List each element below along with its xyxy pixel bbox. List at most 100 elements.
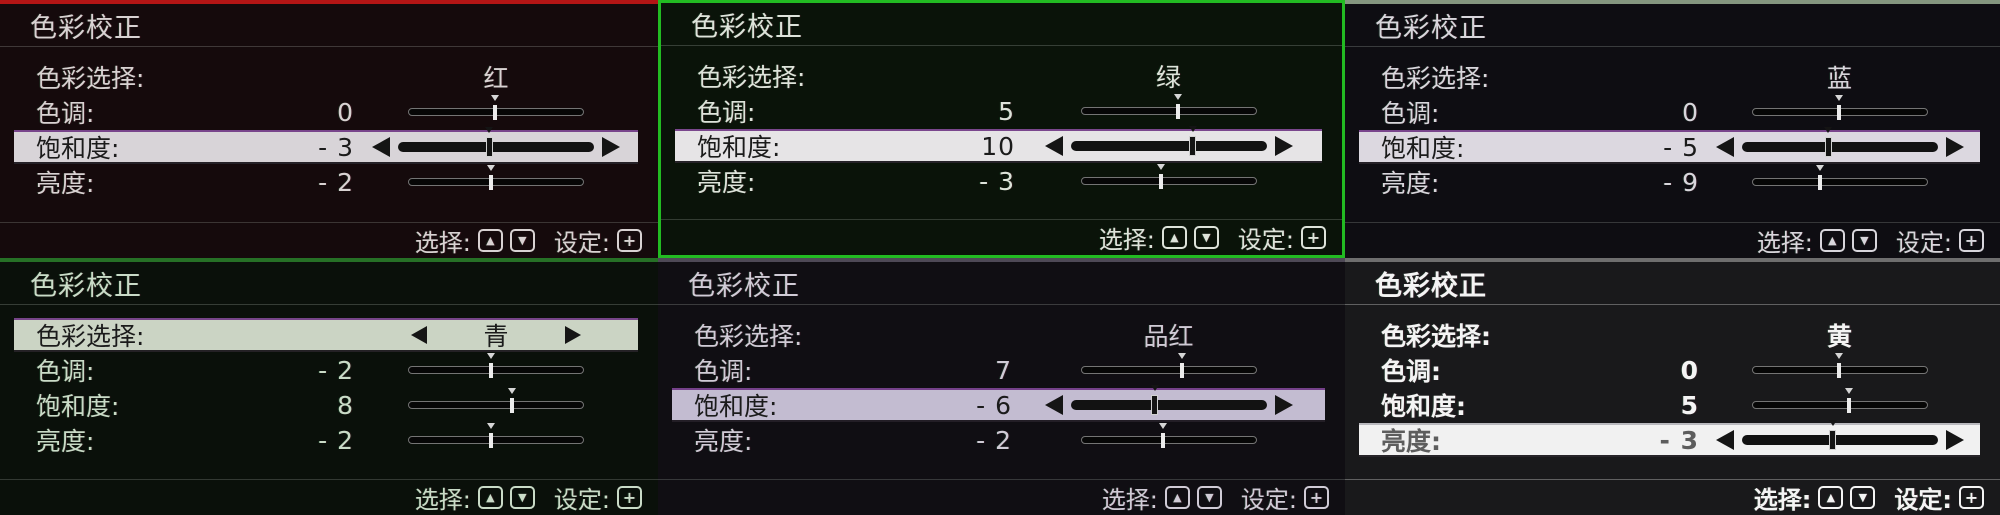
slider-thumb[interactable] bbox=[1829, 430, 1837, 450]
menu-rows: 色彩选择: 品红 色调: 7 饱和度: - 6 bbox=[658, 305, 1345, 479]
row-hue[interactable]: 色调: 7 bbox=[672, 353, 1325, 387]
slider-left-arrow-icon[interactable] bbox=[1715, 137, 1734, 157]
hint-select-label: 选择: bbox=[414, 486, 471, 514]
saturation-slider[interactable] bbox=[354, 398, 638, 413]
slider-thumb[interactable] bbox=[1159, 174, 1164, 189]
slider-track[interactable] bbox=[408, 175, 584, 190]
slider-track[interactable] bbox=[408, 433, 584, 448]
row-color-select[interactable]: 色彩选择: 品红 bbox=[672, 318, 1325, 352]
hue-slider[interactable] bbox=[354, 363, 638, 378]
hue-slider[interactable] bbox=[1699, 363, 1980, 378]
row-saturation[interactable]: 饱和度: - 6 bbox=[672, 388, 1325, 422]
row-brightness[interactable]: 亮度: - 2 bbox=[14, 165, 638, 199]
hue-slider[interactable] bbox=[1015, 104, 1322, 119]
title-divider bbox=[658, 304, 1345, 305]
slider-thumb[interactable] bbox=[1824, 137, 1832, 157]
brightness-slider[interactable] bbox=[1699, 175, 1980, 190]
row-brightness[interactable]: 亮度: - 9 bbox=[1359, 165, 1980, 199]
row-color-select[interactable]: 色彩选择: 绿 bbox=[675, 59, 1322, 93]
row-brightness[interactable]: 亮度: - 2 bbox=[672, 423, 1325, 457]
slider-thumb[interactable] bbox=[1189, 136, 1197, 156]
slider-right-arrow-icon[interactable] bbox=[1274, 136, 1293, 156]
brightness-slider[interactable] bbox=[354, 175, 638, 190]
slider-track[interactable] bbox=[408, 105, 584, 120]
slider-track[interactable] bbox=[398, 137, 594, 157]
row-saturation[interactable]: 饱和度: 8 bbox=[14, 388, 638, 422]
slider-left-arrow-icon[interactable] bbox=[1715, 430, 1734, 450]
hue-slider[interactable] bbox=[1012, 363, 1325, 378]
row-brightness[interactable]: 亮度: - 3 bbox=[675, 164, 1322, 198]
slider-right-arrow-icon[interactable] bbox=[1945, 430, 1964, 450]
saturation-slider[interactable] bbox=[1012, 395, 1325, 415]
slider-track[interactable] bbox=[408, 398, 584, 413]
row-saturation[interactable]: 饱和度: 5 bbox=[1359, 388, 1980, 422]
slider-left-arrow-icon[interactable] bbox=[372, 137, 390, 157]
saturation-slider[interactable] bbox=[1699, 398, 1980, 413]
row-brightness[interactable]: 亮度: - 2 bbox=[14, 423, 638, 457]
slider-track[interactable] bbox=[1751, 398, 1928, 413]
slider-thumb[interactable] bbox=[488, 433, 493, 448]
slider-thumb[interactable] bbox=[1836, 105, 1841, 120]
slider-thumb[interactable] bbox=[509, 398, 514, 413]
next-color-arrow-icon[interactable] bbox=[564, 326, 581, 344]
slider-track[interactable] bbox=[1751, 105, 1928, 120]
slider-thumb[interactable] bbox=[1817, 175, 1822, 190]
slider-track[interactable] bbox=[1741, 430, 1938, 450]
hue-slider[interactable] bbox=[354, 105, 638, 120]
slider-thumb[interactable] bbox=[1836, 363, 1841, 378]
slider-thumb[interactable] bbox=[1846, 398, 1851, 413]
row-hue[interactable]: 色调: 0 bbox=[1359, 95, 1980, 129]
slider-track[interactable] bbox=[1070, 395, 1267, 415]
slider-track[interactable] bbox=[1080, 104, 1257, 119]
slider-left-arrow-icon[interactable] bbox=[1044, 136, 1063, 156]
slider-right-arrow-icon[interactable] bbox=[1945, 137, 1964, 157]
hue-slider[interactable] bbox=[1699, 105, 1980, 120]
prev-color-arrow-icon[interactable] bbox=[411, 326, 428, 344]
panel-blue: 色彩校正 色彩选择: 蓝 色调: 0 bbox=[1345, 0, 2000, 258]
row-color-select[interactable]: 色彩选择: 红 bbox=[14, 60, 638, 94]
brightness-slider[interactable] bbox=[1012, 433, 1325, 448]
slider-thumb[interactable] bbox=[485, 137, 493, 157]
row-saturation[interactable]: 饱和度: - 3 bbox=[14, 130, 638, 164]
saturation-slider[interactable] bbox=[1699, 137, 1980, 157]
row-color-select[interactable]: 色彩选择: 青 bbox=[14, 318, 638, 352]
saturation-slider[interactable] bbox=[354, 137, 638, 157]
row-hue[interactable]: 色调: 0 bbox=[1359, 353, 1980, 387]
slider-track[interactable] bbox=[1070, 136, 1267, 156]
slider-track[interactable] bbox=[1080, 433, 1257, 448]
slider-track[interactable] bbox=[1751, 363, 1928, 378]
slider-thumb[interactable] bbox=[1161, 433, 1166, 448]
slider-track[interactable] bbox=[1080, 363, 1257, 378]
slider-track[interactable] bbox=[408, 363, 584, 378]
up-key-icon: ▲ bbox=[477, 486, 503, 509]
slider-thumb[interactable] bbox=[1180, 363, 1185, 378]
brightness-slider[interactable] bbox=[354, 433, 638, 448]
slider-right-arrow-icon[interactable] bbox=[1274, 395, 1293, 415]
hint-set-label: 设定: bbox=[553, 229, 610, 257]
hint-set-label: 设定: bbox=[1894, 486, 1952, 514]
slider-thumb[interactable] bbox=[488, 175, 493, 190]
title-divider bbox=[0, 304, 658, 305]
row-color-select[interactable]: 色彩选择: 黄 bbox=[1359, 318, 1980, 352]
row-color-select[interactable]: 色彩选择: 蓝 bbox=[1359, 60, 1980, 94]
saturation-slider[interactable] bbox=[1015, 136, 1322, 156]
row-hue[interactable]: 色调: 5 bbox=[675, 94, 1322, 128]
brightness-slider[interactable] bbox=[1015, 174, 1322, 189]
down-key-icon: ▼ bbox=[1851, 229, 1877, 252]
slider-left-arrow-icon[interactable] bbox=[1044, 395, 1063, 415]
slider-thumb[interactable] bbox=[1175, 104, 1180, 119]
row-brightness[interactable]: 亮度: - 3 bbox=[1359, 423, 1980, 457]
slider-thumb[interactable] bbox=[1151, 395, 1159, 415]
slider-thumb[interactable] bbox=[493, 105, 497, 120]
slider-track[interactable] bbox=[1080, 174, 1257, 189]
color-select-label: 色彩选择: bbox=[36, 322, 145, 351]
slider-thumb[interactable] bbox=[488, 363, 493, 378]
slider-right-arrow-icon[interactable] bbox=[602, 137, 620, 157]
row-hue[interactable]: 色调: - 2 bbox=[14, 353, 638, 387]
row-saturation[interactable]: 饱和度: - 5 bbox=[1359, 130, 1980, 164]
row-saturation[interactable]: 饱和度: 10 bbox=[675, 129, 1322, 163]
slider-track[interactable] bbox=[1751, 175, 1928, 190]
row-hue[interactable]: 色调: 0 bbox=[14, 95, 638, 129]
brightness-slider[interactable] bbox=[1699, 430, 1980, 450]
slider-track[interactable] bbox=[1741, 137, 1938, 157]
